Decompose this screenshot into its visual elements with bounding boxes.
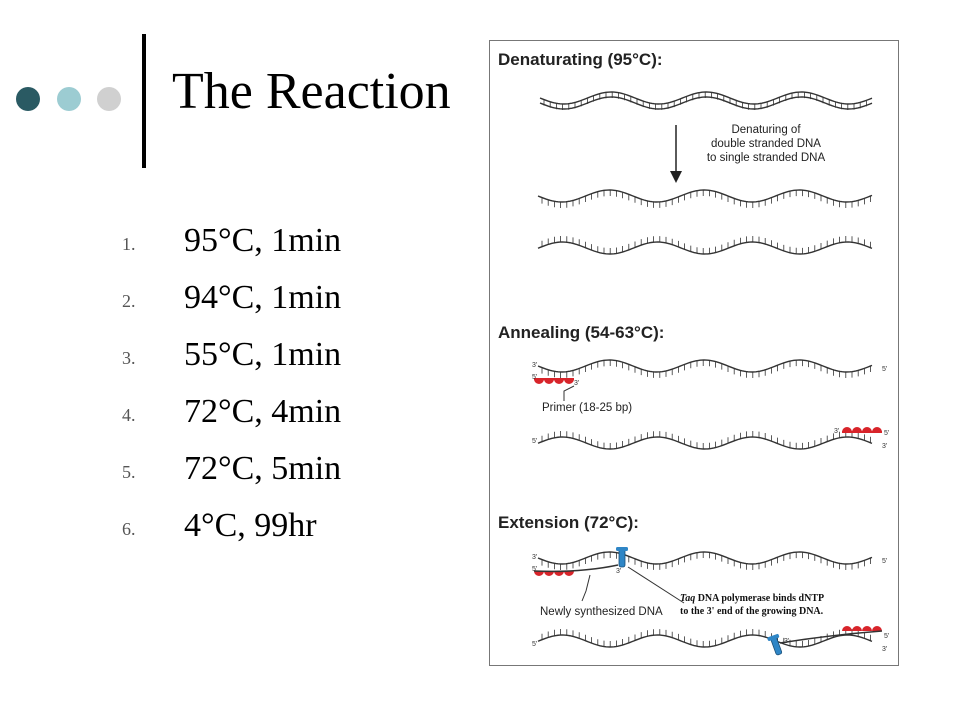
denature-note-line: Denaturing of [731, 124, 801, 136]
annealing-heading: Annealing (54-63°C): [498, 323, 664, 342]
end-label-3prime: 3' [882, 646, 887, 653]
base-ticks [541, 552, 871, 570]
taq-pointer [627, 566, 685, 604]
taq-label-line: to the 3' end of the growing DNA. [680, 606, 824, 617]
title-divider [142, 34, 146, 168]
primer-pointer [563, 385, 575, 401]
primer-label: Primer (18-25 bp) [542, 402, 632, 414]
end-label-3prime: 3' [532, 362, 537, 369]
base-ticks [541, 360, 871, 378]
dna-double-strand [539, 91, 873, 110]
denaturing-heading: Denaturating (95°C): [498, 50, 663, 69]
taq-line1-rest: DNA polymerase binds dNTP [695, 593, 824, 604]
step-text: 4°C, 99hr [184, 507, 317, 544]
slide-title: The Reaction [172, 63, 451, 120]
end-label-3prime: 3' [574, 380, 579, 387]
dot-gray [97, 87, 121, 111]
extension-strand-upper [537, 551, 873, 565]
end-label-5prime: 5' [884, 430, 889, 437]
step-text: 95°C, 1min [184, 222, 342, 259]
end-label-3prime: 3' [532, 554, 537, 561]
pcr-diagram: Denaturating (95°C): Denaturing of doubl… [489, 40, 899, 666]
end-label-5prime: 5' [882, 366, 887, 373]
end-label-5prime: 5' [882, 558, 887, 565]
base-ticks [543, 92, 867, 110]
taq-polymerase-icon [616, 547, 628, 568]
synth-label: Newly synthesized DNA [540, 606, 663, 618]
single-strand-lower [537, 241, 873, 255]
step-text: 72°C, 4min [184, 393, 342, 430]
primer-extended-right-icon [779, 626, 883, 644]
base-ticks [541, 190, 871, 208]
extension-heading: Extension (72°C): [498, 513, 639, 532]
end-label-3prime: 3' [882, 443, 887, 450]
strand-top [539, 91, 873, 105]
strand-bottom [539, 96, 873, 110]
single-strand-upper [537, 189, 873, 203]
end-label-3prime: 3' [784, 638, 789, 645]
primer-right-icon [842, 427, 882, 433]
end-label-5prime: 5' [532, 566, 537, 573]
step-number: 4. [122, 405, 136, 425]
pcr-diagram-svg: Denaturating (95°C): Denaturing of doubl… [498, 50, 889, 656]
end-label-5prime: 5' [884, 633, 889, 640]
base-ticks [541, 431, 871, 449]
template-strand-upper [537, 359, 873, 373]
template-strand-lower [537, 436, 873, 450]
synth-pointer [581, 574, 591, 602]
step-text: 72°C, 5min [184, 450, 342, 487]
dot-dark [16, 87, 40, 111]
end-label-3prime: 3' [616, 568, 621, 575]
step-number: 6. [122, 519, 136, 539]
base-ticks [541, 629, 871, 647]
step-text: 94°C, 1min [184, 279, 342, 316]
dot-teal [57, 87, 81, 111]
taq-word: Taq [680, 593, 695, 604]
step-number: 5. [122, 462, 136, 482]
end-label-5prime: 5' [532, 641, 537, 648]
step-number: 1. [122, 234, 136, 254]
denature-note-line: to single stranded DNA [707, 152, 826, 164]
end-label-5prime: 5' [532, 438, 537, 445]
extension-strand-lower [537, 634, 873, 648]
primer-extended-left-icon [533, 564, 619, 576]
step-text: 55°C, 1min [184, 336, 342, 373]
denature-note-line: double stranded DNA [711, 138, 821, 150]
end-label-5prime: 5' [532, 374, 537, 381]
primer-left-icon [534, 378, 574, 384]
taq-polymerase-lower-icon [767, 633, 783, 656]
taq-label-line: Taq DNA polymerase binds dNTP [680, 593, 824, 604]
step-number: 2. [122, 291, 136, 311]
end-label-3prime: 3' [834, 428, 839, 435]
base-ticks [541, 236, 871, 254]
step-number: 3. [122, 348, 136, 368]
